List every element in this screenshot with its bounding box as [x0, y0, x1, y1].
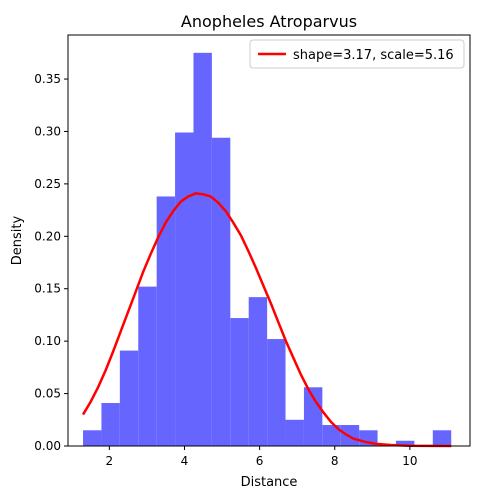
- histogram-bar-13: [322, 425, 341, 446]
- histogram-bar-7: [211, 137, 231, 446]
- y-axis-ticks: 0.00 0.05 0.10 0.15 0.20 0.25 0.30 0.35: [34, 72, 68, 453]
- y-tick-label-2: 0.10: [34, 334, 61, 348]
- histogram-bar-6: [193, 52, 212, 447]
- legend-box: [249, 39, 465, 69]
- y-tick-label-1: 0.05: [34, 387, 61, 401]
- histogram-bar-12: [303, 387, 323, 446]
- histogram-bar-4: [156, 196, 176, 446]
- y-axis-title: Density: [10, 215, 25, 265]
- histogram-bar-2: [119, 350, 139, 446]
- x-tick-label-3: 8: [331, 454, 339, 468]
- legend: shape=3.17, scale=5.16: [249, 39, 465, 69]
- histogram-bar-1: [101, 403, 120, 446]
- y-tick-label-7: 0.35: [34, 72, 61, 86]
- histogram-bar-17: [395, 440, 415, 446]
- histogram-bar-9: [248, 297, 268, 446]
- histogram-bar-5: [175, 132, 194, 446]
- x-tick-label-1: 4: [181, 454, 189, 468]
- y-tick-label-6: 0.30: [34, 124, 61, 138]
- x-axis-ticks: 2 4 6 8 10: [106, 446, 418, 468]
- histogram-bar-3: [138, 286, 157, 446]
- histogram-bar-0: [83, 430, 102, 446]
- distribution-curve-group: [81, 192, 452, 448]
- histogram-bar-19: [432, 430, 452, 446]
- histogram-bar-11: [285, 419, 304, 446]
- x-tick-label-4: 10: [402, 454, 417, 468]
- y-tick-label-3: 0.15: [34, 282, 61, 296]
- histogram-bars: [83, 52, 452, 447]
- histogram-bar-10: [267, 339, 286, 446]
- histogram-bar-8: [230, 318, 249, 446]
- y-tick-label-0: 0.00: [34, 439, 61, 453]
- chart-title: Anopheles Atroparvus: [181, 12, 357, 31]
- distribution-curve: [81, 192, 452, 448]
- legend-label: shape=3.17, scale=5.16: [293, 48, 454, 63]
- y-tick-label-5: 0.25: [34, 177, 61, 191]
- plot-frame: [67, 34, 471, 447]
- x-tick-label-2: 6: [256, 454, 264, 468]
- x-tick-label-0: 2: [106, 454, 114, 468]
- x-axis-title: Distance: [241, 475, 298, 490]
- y-tick-label-4: 0.20: [34, 229, 61, 243]
